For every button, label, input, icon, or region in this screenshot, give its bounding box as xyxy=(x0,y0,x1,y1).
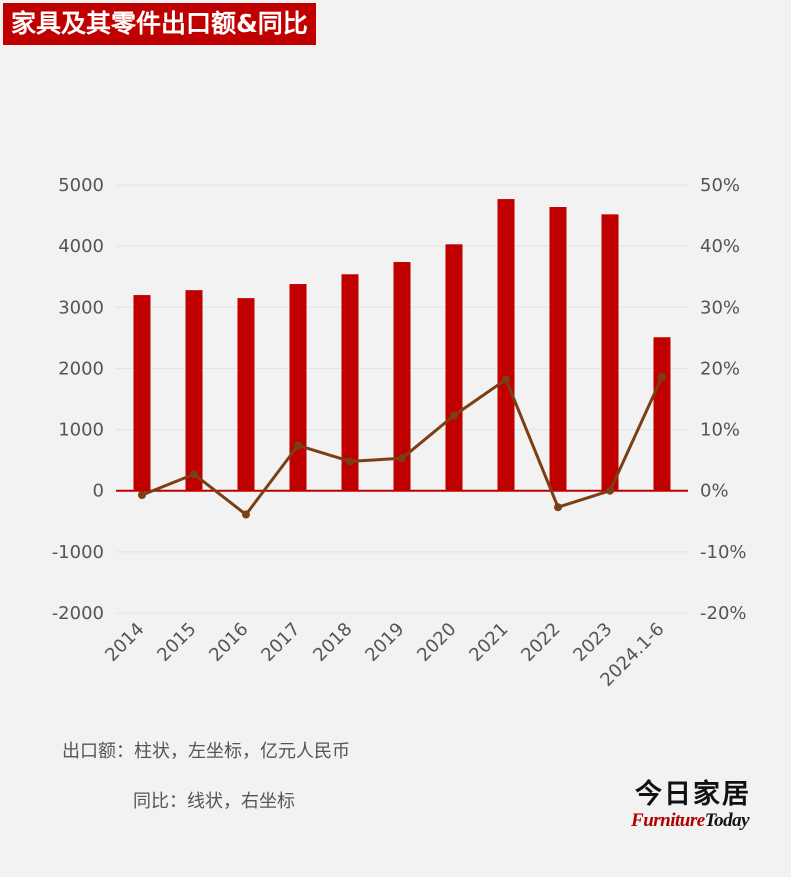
left-tick-label: 3000 xyxy=(58,297,104,318)
bar xyxy=(185,290,203,491)
brand-en-furniture: Furniture xyxy=(631,810,705,831)
line-point xyxy=(450,411,458,420)
left-tick-label: -1000 xyxy=(52,542,104,563)
line-point xyxy=(190,470,198,479)
line-point xyxy=(294,441,302,450)
right-tick-label: -20% xyxy=(700,603,747,624)
x-tick-label: 2020 xyxy=(413,619,460,666)
right-tick-label: 40% xyxy=(700,236,740,257)
left-tick-label: 2000 xyxy=(58,358,104,379)
brand-logo-en: FurnitureToday xyxy=(631,810,749,832)
bar xyxy=(237,298,255,491)
left-tick-label: 1000 xyxy=(58,420,104,441)
bar xyxy=(289,284,307,491)
bar xyxy=(393,262,411,491)
bar xyxy=(133,295,151,491)
left-tick-label: -2000 xyxy=(52,603,104,624)
right-tick-label: 50% xyxy=(700,175,740,196)
line-point xyxy=(398,454,406,463)
x-tick-label: 2019 xyxy=(361,619,408,666)
right-tick-label: 20% xyxy=(700,358,740,379)
line-point xyxy=(138,490,146,499)
note-yoy: 同比：线状，右坐标 xyxy=(133,791,295,812)
right-tick-label: 10% xyxy=(700,420,740,441)
right-tick-label: 30% xyxy=(700,297,740,318)
left-tick-label: 0 xyxy=(93,481,104,502)
chart-title: 家具及其零件出口额&同比 xyxy=(3,3,316,45)
bar xyxy=(341,274,359,491)
bar xyxy=(601,214,619,491)
left-axis: -2000 -1000 0 1000 2000 3000 4000 5000 xyxy=(52,175,104,624)
right-tick-label: -10% xyxy=(700,542,747,563)
x-tick-label: 2015 xyxy=(153,619,200,666)
line-series xyxy=(138,372,666,519)
line-point xyxy=(554,503,562,512)
bar xyxy=(445,244,463,491)
x-tick-label: 2023 xyxy=(569,619,616,666)
x-tick-label: 2017 xyxy=(257,619,304,666)
bar xyxy=(549,207,567,491)
x-tick-label: 2018 xyxy=(309,619,356,666)
bar xyxy=(497,199,515,491)
left-tick-label: 5000 xyxy=(58,175,104,196)
right-axis: -20% -10% 0% 10% 20% 30% 40% 50% xyxy=(700,175,747,624)
left-tick-label: 4000 xyxy=(58,236,104,257)
note-export-value: 出口额：柱状，左坐标，亿元人民币 xyxy=(62,741,350,762)
bar-series xyxy=(133,199,671,491)
x-tick-label: 2014 xyxy=(101,619,148,666)
right-tick-label: 0% xyxy=(700,481,729,502)
line-point xyxy=(346,457,354,466)
x-axis: 2014 2015 2016 2017 2018 2019 2020 2021 2022 2023… xyxy=(101,619,668,691)
x-tick-label: 2016 xyxy=(205,619,252,666)
line-point xyxy=(502,375,510,384)
brand-en-today: Today xyxy=(704,810,750,831)
x-tick-label: 2022 xyxy=(517,619,564,666)
x-tick-label: 2021 xyxy=(465,619,512,666)
bar xyxy=(653,337,671,491)
brand-logo-cn: 今日家居 xyxy=(635,779,751,810)
line-point xyxy=(242,510,250,519)
line-point xyxy=(606,486,614,495)
line-point xyxy=(658,372,666,381)
